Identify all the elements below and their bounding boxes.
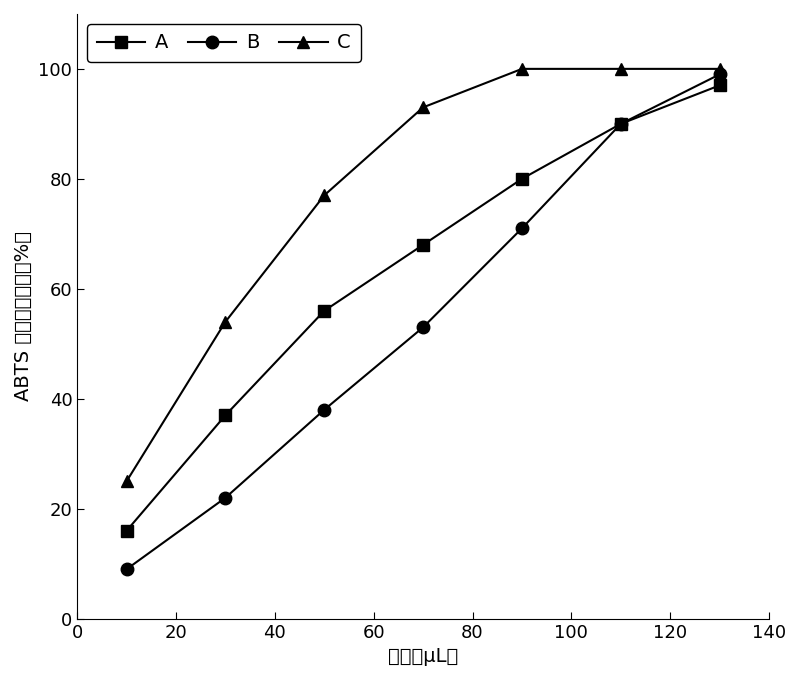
B [319, 406, 329, 414]
A [616, 120, 626, 128]
B [418, 323, 428, 331]
X-axis label: 体积（μL）: 体积（μL） [388, 647, 458, 666]
A [122, 526, 131, 534]
C [122, 477, 131, 486]
B [122, 565, 131, 573]
C [616, 65, 626, 73]
A [319, 307, 329, 315]
B [616, 120, 626, 128]
B [715, 70, 725, 78]
C [715, 65, 725, 73]
A [517, 175, 526, 183]
Line: C: C [120, 63, 726, 488]
C [221, 318, 230, 326]
C [418, 103, 428, 112]
Line: B: B [120, 68, 726, 575]
B [221, 494, 230, 502]
A [418, 241, 428, 249]
Y-axis label: ABTS 自由基清除率（%）: ABTS 自由基清除率（%） [14, 231, 33, 401]
B [517, 224, 526, 233]
A [715, 82, 725, 90]
C [517, 65, 526, 73]
Line: A: A [120, 79, 726, 537]
Legend: A, B, C: A, B, C [87, 24, 361, 62]
A [221, 411, 230, 420]
C [319, 191, 329, 199]
